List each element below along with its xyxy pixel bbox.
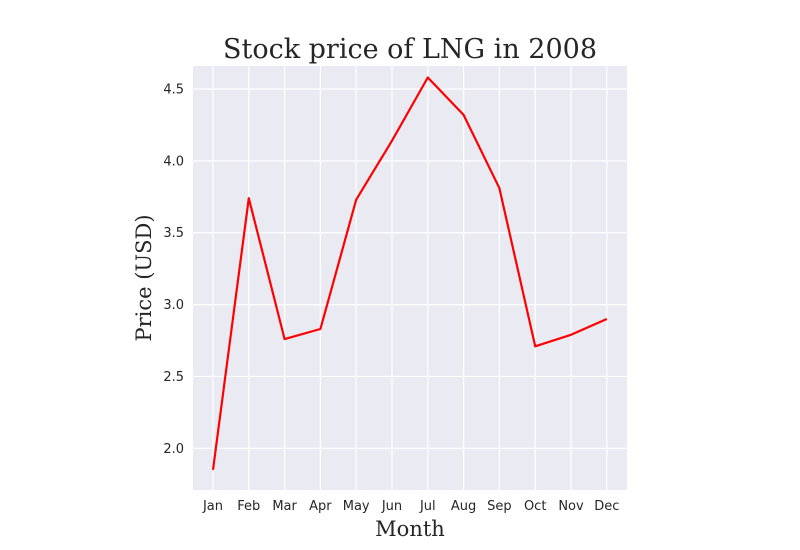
x-tick-label: Jan: [202, 499, 223, 514]
series-line: [211, 76, 608, 471]
y-tick-label: 4.5: [163, 82, 184, 97]
x-tick-label: Feb: [237, 499, 260, 514]
plot-area: [193, 66, 627, 490]
y-tick-label: 3.0: [163, 298, 184, 313]
y-tick-labels: 2.0 2.5 3.0 3.5 4.0 4.5: [163, 82, 184, 456]
x-tick-labels: Jan Feb Mar Apr May Jun Jul Aug Sep Oct Nov Dec: [202, 499, 619, 514]
chart-title: Stock price of LNG in 2008: [223, 34, 597, 65]
x-tick-label: Jun: [381, 499, 402, 514]
x-tick-label: Dec: [594, 499, 619, 514]
x-tick-label: Oct: [524, 499, 546, 514]
y-tick-label: 4.0: [163, 154, 184, 169]
x-axis-label: Month: [375, 517, 445, 541]
x-tick-label: Mar: [272, 499, 297, 514]
x-tick-label: May: [343, 499, 370, 514]
y-tick-label: 3.5: [163, 226, 184, 241]
y-tick-label: 2.5: [163, 370, 184, 385]
x-tick-label: Jul: [419, 499, 436, 514]
x-tick-label: Sep: [487, 499, 512, 514]
x-tick-label: Apr: [309, 499, 332, 514]
x-tick-label: Nov: [558, 499, 584, 514]
x-gridlines: [212, 66, 608, 490]
y-gridlines: [193, 88, 627, 449]
x-tick-label: Aug: [451, 499, 476, 514]
y-axis-label: Price (USD): [132, 214, 156, 341]
y-tick-label: 2.0: [163, 442, 184, 457]
